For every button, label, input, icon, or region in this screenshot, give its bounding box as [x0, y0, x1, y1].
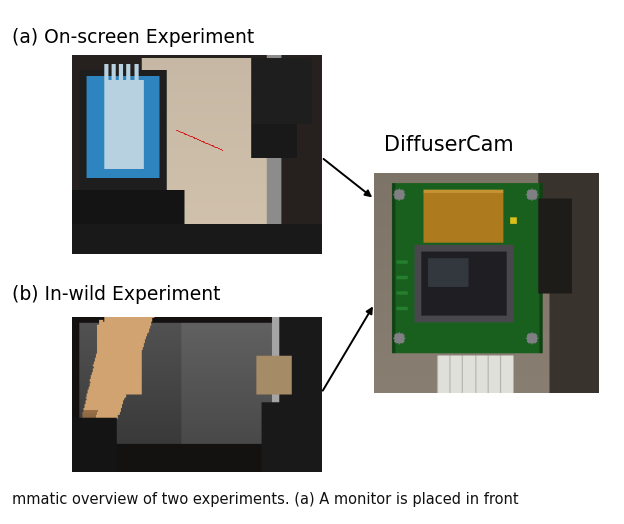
- Text: (a) On-screen Experiment: (a) On-screen Experiment: [12, 28, 255, 47]
- Text: DiffuserCam: DiffuserCam: [384, 135, 514, 155]
- Text: (b) In-wild Experiment: (b) In-wild Experiment: [12, 285, 221, 304]
- Text: mmatic overview of two experiments. (a) A monitor is placed in front: mmatic overview of two experiments. (a) …: [12, 492, 519, 507]
